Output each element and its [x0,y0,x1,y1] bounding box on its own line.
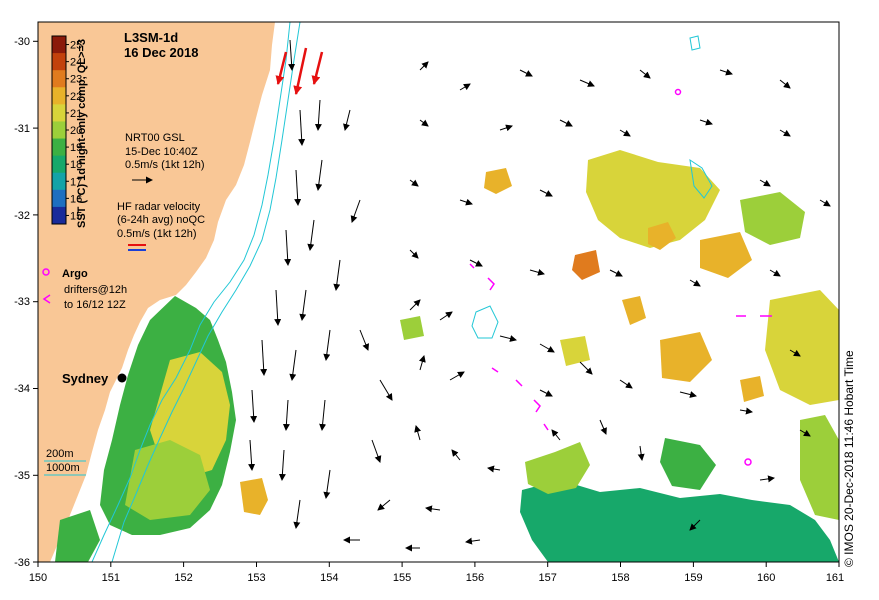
hf-legend-line: HF radar velocity [117,201,201,213]
x-tick-label: 150 [29,572,47,584]
x-tick-label: 158 [611,572,629,584]
y-axis: -30 -31 -32 -33 -34 -35 -36 [14,36,38,569]
drifter-legend-line: drifters@12h [64,284,127,296]
argo-markers [469,88,772,466]
x-tick-label: 154 [320,572,338,584]
colorbar-tick-label: 15 [70,210,82,222]
y-tick-label: -35 [14,470,30,482]
sst-patch-ne-3 [740,192,805,245]
colorbar-swatch [52,70,66,88]
x-tick-label: 152 [174,572,192,584]
sst-patch-ne-2 [648,222,676,250]
colorbar-swatch [52,53,66,71]
y-tick-label: -30 [14,36,30,48]
colorbar-swatch [52,138,66,157]
plot-frame [37,21,840,563]
sst-patch-ne-4 [484,168,512,194]
x-tick-label: 160 [757,572,775,584]
colorbar-swatch [52,155,66,174]
hf-legend-line: (6-24h avg) noQC [117,214,205,226]
x-axis: 150 151 152 153 154 155 156 157 158 159 … [29,562,844,584]
x-tick-label: 153 [247,572,265,584]
x-tick-label: 159 [684,572,702,584]
colorbar-swatch [52,121,66,140]
x-tick-label: 156 [466,572,484,584]
colorbar-tick-label: 21 [70,108,82,120]
depth-200-label: 200m [46,448,74,460]
product-title: L3SM-1d [124,30,178,45]
isobath-200m [91,22,291,562]
sydney-marker [117,373,127,383]
sst-patch-south-coast [55,510,100,562]
argo-legend-icon [42,268,50,276]
y-tick-label: -36 [14,557,30,569]
colorbar-swatch [52,206,66,225]
colorbar-swatch [52,104,66,122]
sst-patch-mid-3 [560,336,590,366]
date-title: 16 Dec 2018 [124,45,198,60]
colorbar-tick-label: 19 [70,142,82,154]
sst-patch-coastal-mid [125,440,210,520]
x-tick-label: 155 [393,572,411,584]
colorbar-tick-label: 25 [70,40,82,52]
sst-patch-coastal-orange [240,478,268,515]
y-tick-label: -32 [14,210,30,222]
colorbar-swatch [52,189,66,208]
velocity-vectors [248,39,831,552]
x-tick-label: 157 [539,572,557,584]
y-tick-label: -34 [14,383,30,395]
sst-patch-east-2 [765,290,839,405]
sst-patch-east-1 [700,232,752,278]
colorbar-swatch [52,87,66,105]
colorbar-tick-label: 24 [70,57,82,69]
sst-patch-ne-1 [586,150,720,248]
drifter-legend-icon [42,294,51,304]
x-tick-label: 151 [102,572,120,584]
hf-radar-vectors [275,47,324,95]
x-tick-label: 161 [826,572,844,584]
sst-patch-east-4 [400,316,424,340]
isobath-contour-mid [471,305,499,339]
legend: NRT00 GSL 15-Dec 10:40Z 0.5m/s (1kt 12h)… [42,132,205,476]
colorbar-tick-label: 17 [70,176,82,188]
isobath-1000m [111,22,301,562]
sydney-label: Sydney [62,371,109,386]
gsl-legend-line: NRT00 GSL [125,132,185,144]
sst-patch-east-6 [800,415,839,520]
colorbar: 25 24 23 22 21 20 19 18 17 16 15 [51,35,82,225]
colorbar-tick-label: 18 [70,159,82,171]
colorbar-tick-label: 20 [70,125,82,137]
colorbar-tick-label: 23 [70,74,82,86]
isobath-contour-ne [689,158,713,199]
hf-legend-line: 0.5m/s (1kt 12h) [117,228,196,240]
depth-1000-label: 1000m [46,462,80,474]
drifter-legend-line: to 16/12 12Z [64,299,126,311]
land-mass [38,22,275,562]
colorbar-swatch [52,172,66,191]
sst-patch-southeast [520,480,839,562]
sst-patch-east-green [660,438,716,490]
isobath-contour-n [689,35,701,51]
sst-patch-east-3 [660,332,712,382]
sst-patch-mid-1 [572,250,600,280]
argo-legend-label: Argo [62,268,88,280]
gsl-legend-line: 15-Dec 10:40Z [125,146,198,158]
colorbar-tick-label: 16 [70,193,82,205]
sst-patch-mid-2 [622,296,646,325]
y-tick-label: -31 [14,123,30,135]
colorbar-swatch [52,36,66,54]
sst-patch-east-5 [740,376,764,402]
sst-patch-southeast-warm [525,442,590,494]
gsl-legend-line: 0.5m/s (1kt 12h) [125,159,204,171]
y-tick-label: -33 [14,296,30,308]
colorbar-label-text: SST (°C) 1d night-only comp, QL>=3 [76,39,88,228]
credit-text: © IMOS 20-Dec-2018 11:46 Hobart Time [842,350,856,567]
colorbar-tick-label: 22 [70,91,82,103]
